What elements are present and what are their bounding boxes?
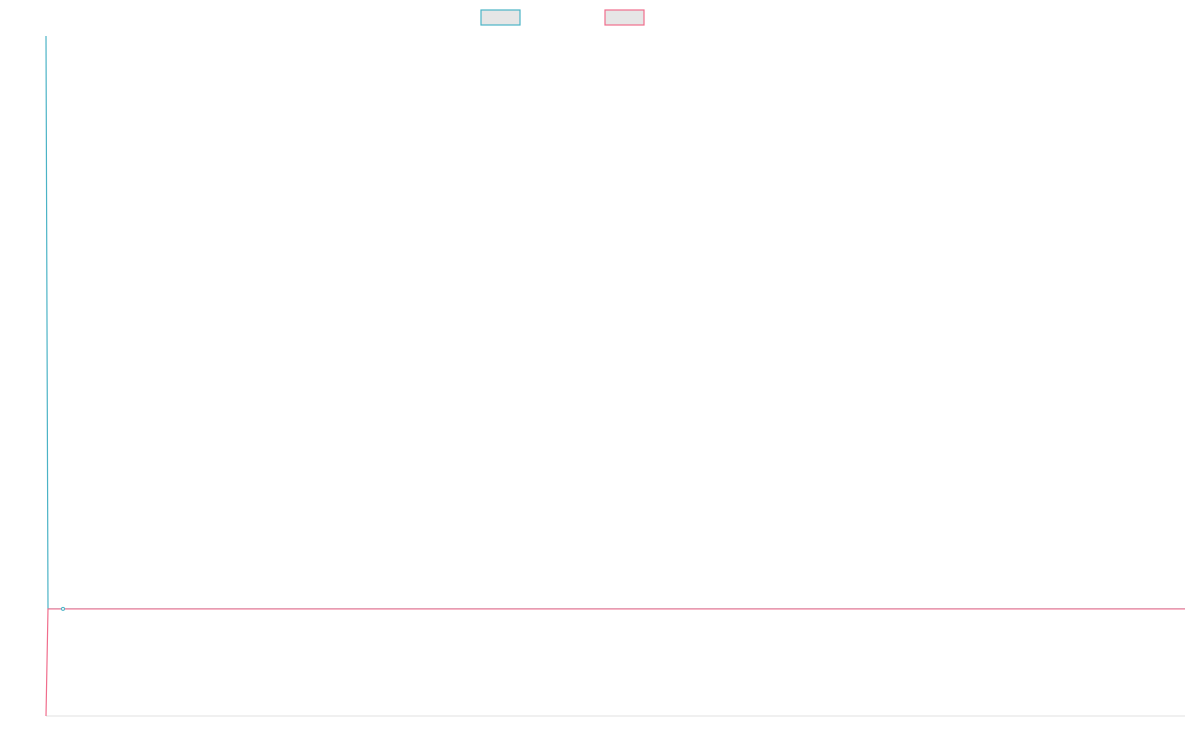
legend-item[interactable] <box>480 9 521 26</box>
legend-item[interactable] <box>604 9 645 26</box>
series-line-2 <box>45 608 1185 717</box>
series-layer <box>45 35 1185 717</box>
legend <box>480 9 645 26</box>
legend-swatch <box>480 9 521 26</box>
data-point <box>61 606 65 611</box>
legend-swatch <box>604 9 645 26</box>
series-line-1 <box>45 35 1185 610</box>
